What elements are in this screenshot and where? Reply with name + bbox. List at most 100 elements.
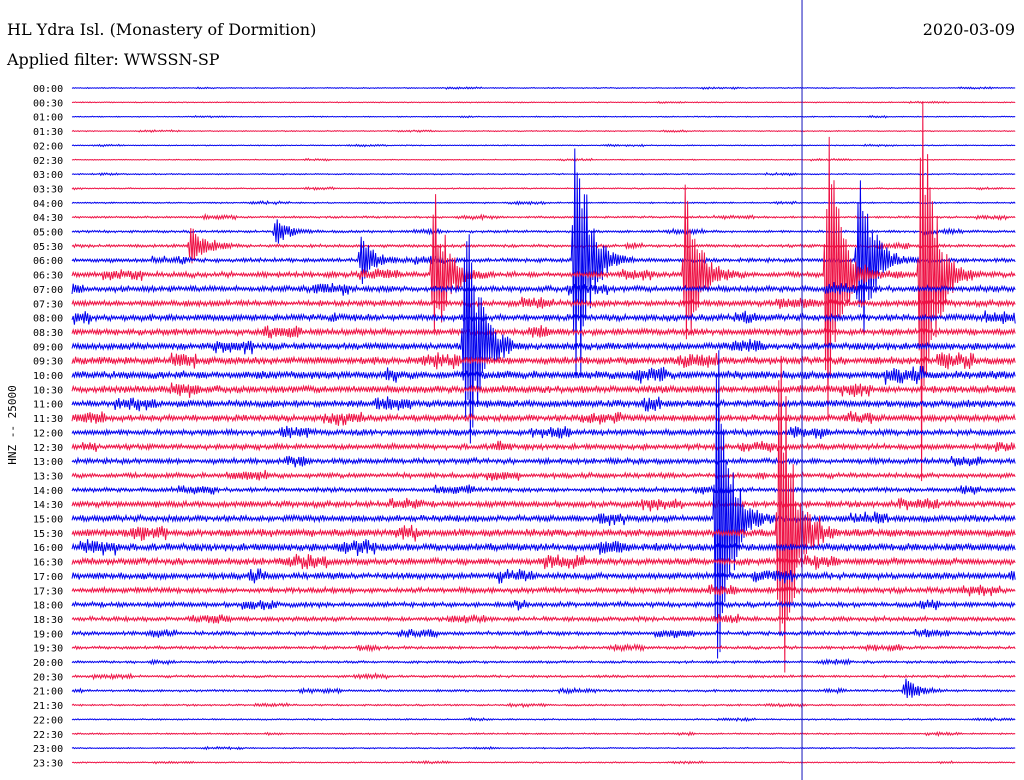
row-label: 02:00 [33,141,63,152]
row-label: 16:30 [33,558,63,569]
row-label: 07:00 [33,285,63,296]
row-label: 10:00 [33,371,63,382]
trace-row [71,628,1016,639]
row-label: 22:00 [33,715,63,726]
trace-row [71,745,1016,751]
trace-row [71,716,1016,723]
row-label: 04:00 [33,199,63,210]
row-label: 15:30 [33,529,63,540]
row-label: 23:30 [33,758,63,769]
row-label: 06:00 [33,256,63,267]
trace-row [71,759,1016,765]
trace-row [71,143,1016,148]
trace-row [71,350,1016,659]
trace-row [71,553,1016,570]
y-axis-label: HNZ -- 25000 [6,385,19,464]
row-label: 17:30 [33,586,63,597]
trace-row [71,219,1016,244]
row-label: 15:00 [33,515,63,526]
filter-label: Applied filter: WWSSN-SP [7,50,220,69]
row-label: 02:30 [33,156,63,167]
trace-row [71,643,1016,653]
row-label: 20:30 [33,672,63,683]
row-label: 00:30 [33,98,63,109]
trace-row [71,539,1016,556]
row-label: 14:00 [33,486,63,497]
row-label: 08:30 [33,328,63,339]
row-label: 03:30 [33,184,63,195]
row-label: 22:30 [33,730,63,741]
trace-row [71,396,1016,412]
row-label: 01:30 [33,127,63,138]
station-title: HL Ydra Isl. (Monastery of Dormition) [7,20,317,39]
row-label: 09:30 [33,357,63,368]
trace-row [71,568,1016,584]
trace-row [71,114,1016,119]
row-label: 20:00 [33,658,63,669]
trace-row [71,296,1016,309]
trace-row [71,599,1016,611]
row-label: 11:30 [33,414,63,425]
row-label: 21:30 [33,701,63,712]
row-label: 18:00 [33,601,63,612]
trace-row [71,613,1016,625]
row-label: 08:00 [33,314,63,325]
trace-row [71,382,1016,398]
row-label: 05:00 [33,228,63,239]
trace-row [71,365,1016,385]
row-label: 12:30 [33,443,63,454]
trace-row [71,440,1016,453]
row-label: 09:00 [33,342,63,353]
row-label: 01:00 [33,113,63,124]
trace-row [71,672,1016,681]
row-label: 19:00 [33,629,63,640]
row-label: 00:00 [33,84,63,95]
trace-row [71,469,1016,481]
row-label: 13:00 [33,457,63,468]
trace-row [71,325,1016,339]
row-label: 04:30 [33,213,63,224]
trace-row [71,701,1016,709]
trace-row [71,678,1016,699]
trace-row [71,200,1016,206]
trace-row [71,171,1016,177]
row-label: 18:30 [33,615,63,626]
row-label: 12:00 [33,428,63,439]
trace-row [71,129,1016,133]
trace-row [71,730,1016,737]
trace-row [71,352,1016,370]
trace-row [71,186,1016,191]
row-label: 10:30 [33,385,63,396]
trace-row [71,455,1016,468]
row-label: 21:00 [33,687,63,698]
trace-row [71,100,1016,104]
trace-row [71,310,1016,325]
row-label-group: 00:00 00:30 01:00 01:30 02:00 02:30 03:00 03:30… [33,84,63,769]
trace-row [71,148,1016,379]
trace-row [71,86,1016,90]
trace-group [71,86,1016,765]
row-label: 05:30 [33,242,63,253]
trace-row [71,212,1016,222]
trace-row [71,657,1016,666]
trace-row [71,102,1016,482]
trace-row [71,497,1016,512]
trace-row [71,584,1016,597]
trace-row [71,157,1016,162]
row-label: 17:00 [33,572,63,583]
row-label: 14:30 [33,500,63,511]
row-label: 16:00 [33,543,63,554]
row-label: 23:00 [33,744,63,755]
row-label: 07:30 [33,299,63,310]
row-label: 13:30 [33,471,63,482]
trace-row [71,410,1016,426]
trace-row [71,355,1016,673]
record-date: 2020-03-09 [922,20,1015,39]
trace-row [71,234,1016,444]
trace-row [71,484,1016,495]
row-label: 11:00 [33,400,63,411]
row-label: 06:30 [33,271,63,282]
trace-row [71,281,1016,296]
trace-row [71,425,1016,439]
